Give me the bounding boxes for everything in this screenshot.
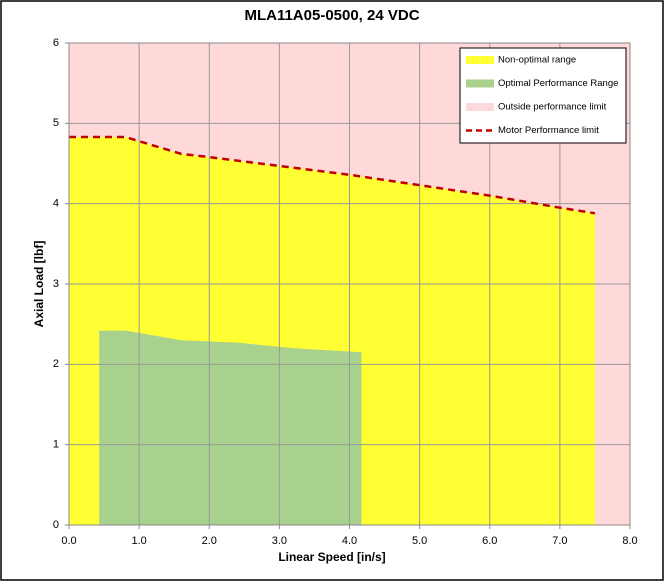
- y-tick-label: 0: [53, 519, 59, 531]
- x-tick-label: 3.0: [272, 535, 287, 547]
- x-tick-label: 8.0: [622, 535, 637, 547]
- chart-title: MLA11A05-0500, 24 VDC: [244, 7, 419, 24]
- y-tick-label: 6: [53, 37, 59, 49]
- legend-label: Optimal Performance Range: [498, 78, 618, 89]
- x-tick-label: 6.0: [482, 535, 497, 547]
- x-tick-label: 7.0: [552, 535, 567, 547]
- legend-label: Outside performance limit: [498, 102, 607, 113]
- y-tick-label: 2: [53, 358, 59, 370]
- y-tick-label: 1: [53, 439, 59, 451]
- x-tick-label: 4.0: [342, 535, 357, 547]
- y-tick-label: 5: [53, 117, 59, 129]
- y-tick-label: 3: [53, 278, 59, 290]
- legend-label: Non-optimal range: [498, 55, 576, 66]
- legend-label: Motor Performance limit: [498, 125, 599, 136]
- legend-swatch: [466, 79, 494, 88]
- x-tick-label: 0.0: [61, 535, 76, 547]
- axes: 0 1 2 3 4 5 6 0.0 1.0 2.0 3.0 4.0 5.0 6.0 7.0 8.0 Non-op…: [53, 37, 638, 547]
- x-axis-label: Linear Speed [in/s]: [278, 550, 385, 564]
- plot-border: [68, 42, 631, 526]
- x-tick-label: 1.0: [131, 535, 146, 547]
- x-tick-label: 2.0: [202, 535, 217, 547]
- legend-swatch: [466, 56, 494, 64]
- legend-swatch: [466, 103, 494, 111]
- y-axis-label: Axial Load [lbf]: [32, 241, 46, 328]
- y-tick-label: 4: [53, 198, 59, 210]
- performance-line: [69, 135, 596, 215]
- area: [99, 330, 362, 525]
- plot-area: [68, 42, 631, 526]
- x-tick-label: 5.0: [412, 535, 427, 547]
